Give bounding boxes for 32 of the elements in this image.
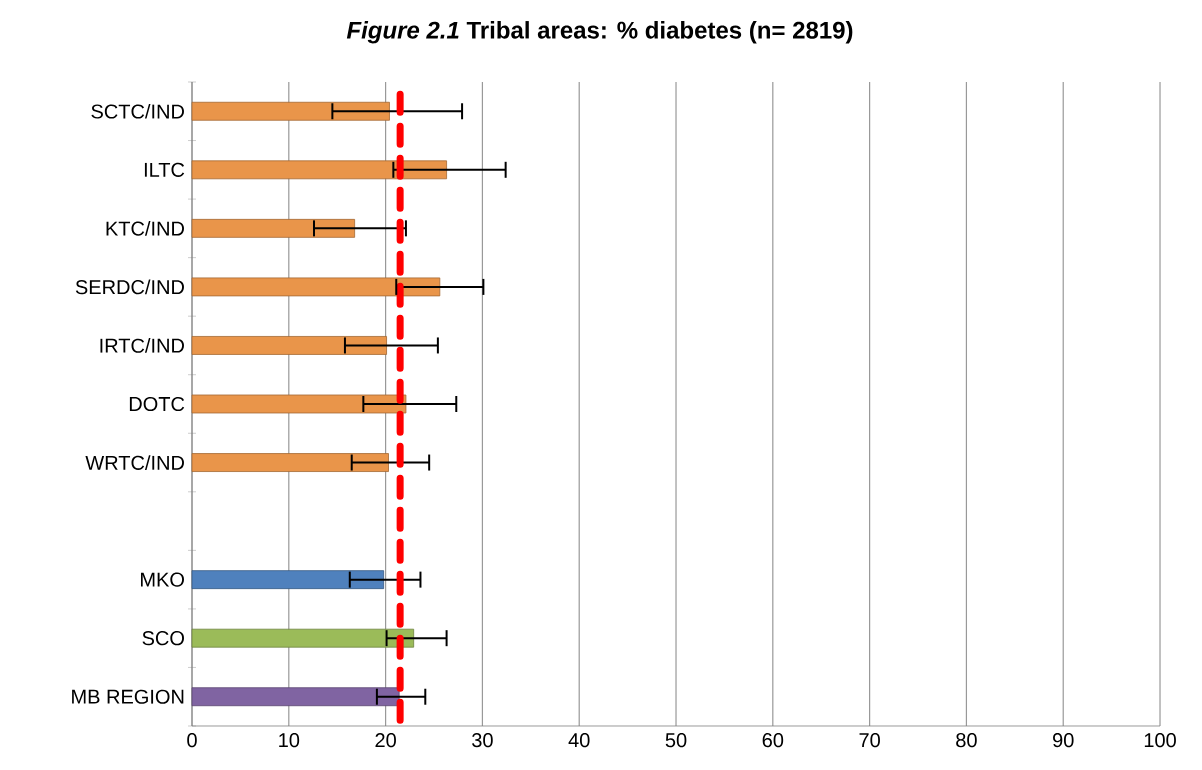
x-tick-label: 40 [568, 733, 590, 748]
y-tick-label: SERDC/IND [75, 279, 184, 295]
y-tick-label: SCO [142, 631, 184, 646]
chart-title: Figure 2.1 Tribal areas: % diabetes (n= 2819) [346, 21, 853, 44]
y-tick-label: KTC/IND [106, 221, 184, 236]
x-tick-label: 100 [1144, 733, 1176, 748]
bar [191, 570, 385, 590]
x-tick-label: 20 [375, 733, 396, 748]
bar [191, 277, 441, 297]
x-tick-label: 90 [1053, 733, 1074, 748]
y-tick-label: SCTC/IND [91, 103, 184, 119]
bar [191, 101, 390, 121]
bar [191, 453, 389, 472]
bar [191, 218, 356, 238]
x-tick-label: 80 [956, 733, 977, 748]
bar [191, 687, 400, 707]
x-tick-label: 70 [859, 733, 880, 748]
x-tick-label: 60 [762, 733, 784, 748]
y-tick-label: ILTC [144, 162, 185, 177]
y-tick-label: WRTC/IND [85, 455, 184, 470]
bar [191, 160, 447, 180]
y-tick-label: DOTC [129, 396, 185, 412]
bar [191, 394, 407, 414]
bar [191, 628, 415, 648]
y-tick-label: MKO [141, 572, 184, 587]
x-tick-label: 30 [472, 733, 493, 748]
y-tick-label: IRTC/IND [100, 338, 184, 353]
x-tick-label: 0 [187, 733, 197, 748]
x-tick-label: 10 [279, 733, 300, 748]
y-tick-label: MB REGION [72, 689, 184, 704]
bar [191, 336, 387, 355]
x-tick-label: 50 [665, 733, 687, 748]
